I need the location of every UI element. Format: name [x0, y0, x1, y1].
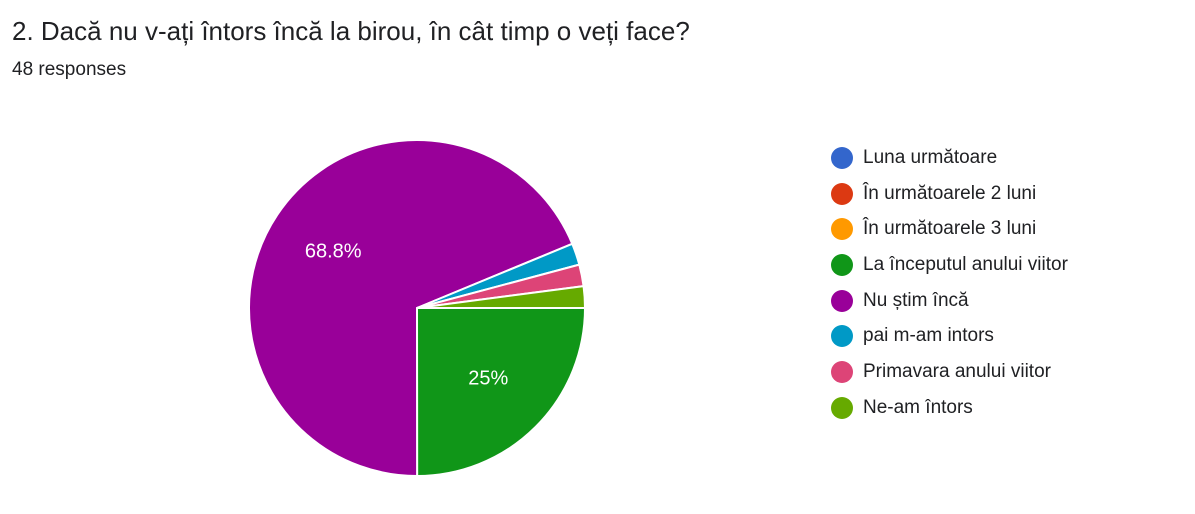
legend-swatch-1 [831, 182, 853, 205]
legend-label-6: Primavara anului viitor [863, 360, 1051, 382]
legend-item-0[interactable]: Luna următoare [831, 140, 1068, 176]
legend-item-3[interactable]: La începutul anului viitor [831, 247, 1068, 283]
legend-item-7[interactable]: Ne-am întors [831, 390, 1068, 426]
legend-swatch-3 [831, 253, 853, 276]
legend-label-1: În următoarele 2 luni [863, 182, 1037, 204]
chart-title: 2. Dacă nu v-ați întors încă la birou, î… [12, 16, 690, 46]
slice-data-label-4: 68.8% [305, 240, 362, 262]
legend-label-2: În următoarele 3 luni [863, 218, 1037, 240]
legend-item-5[interactable]: pai m-am intors [831, 318, 1068, 354]
response-count: 48 responses [12, 59, 127, 80]
legend-label-5: pai m-am intors [863, 325, 994, 347]
legend-label-0: Luna următoare [863, 146, 998, 168]
legend-item-1[interactable]: În următoarele 2 luni [831, 176, 1068, 212]
legend-swatch-4 [831, 289, 853, 312]
pie-slice-7[interactable] [416, 285, 586, 309]
legend-label-7: Ne-am întors [863, 396, 973, 418]
legend-label-3: La începutul anului viitor [863, 253, 1068, 275]
slice-data-label-3: 25% [468, 368, 508, 390]
legend-swatch-2 [831, 218, 853, 241]
legend-swatch-6 [831, 360, 853, 383]
legend-swatch-5 [831, 325, 853, 348]
pie-slice-3[interactable] [416, 307, 586, 477]
legend-item-6[interactable]: Primavara anului viitor [831, 354, 1068, 390]
chart-legend: Luna următoare În următoarele 2 luni În ur… [831, 140, 1068, 426]
legend-item-4[interactable]: Nu știm încă [831, 283, 1068, 319]
legend-label-4: Nu știm încă [863, 289, 969, 311]
legend-item-2[interactable]: În următoarele 3 luni [831, 211, 1068, 247]
legend-swatch-0 [831, 146, 853, 169]
legend-swatch-7 [831, 396, 853, 419]
pie-slice-4[interactable] [248, 139, 574, 477]
